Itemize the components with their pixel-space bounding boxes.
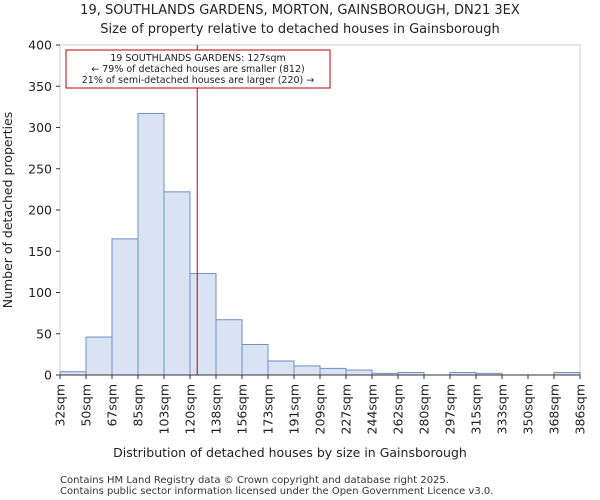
- y-tick-label: 100: [28, 285, 52, 300]
- x-tick-label: 50sqm: [79, 384, 94, 427]
- annotation-line3: 21% of semi-detached houses are larger (…: [82, 75, 315, 86]
- annotation-line2: ← 79% of detached houses are smaller (81…: [91, 64, 304, 75]
- y-tick-label: 50: [36, 326, 52, 341]
- bar: [345, 369, 373, 376]
- y-tick-label: 150: [28, 244, 52, 259]
- bar: [215, 319, 243, 376]
- footer-line2: Contains public sector information licen…: [60, 486, 493, 497]
- y-tick-label: 300: [28, 120, 52, 135]
- x-axis: 32sqm 50sqm 67sqm 85sqm 103sqm 120sqm 138sqm 15…: [53, 374, 588, 434]
- x-tick-label: 32sqm: [53, 384, 68, 427]
- x-tick-label: 227sqm: [339, 384, 354, 434]
- annotation-box: 19 SOUTHLANDS GARDENS: 127sqm ← 79% of d…: [65, 49, 331, 89]
- bar: [241, 343, 269, 376]
- x-tick-label: 297sqm: [443, 384, 458, 434]
- y-axis: 0 50 100 150 200 250 300 350 400: [28, 38, 60, 383]
- x-axis-label: Distribution of detached houses by size …: [113, 445, 467, 460]
- x-tick-label: 315sqm: [469, 384, 484, 434]
- bar: [163, 191, 191, 376]
- bar: [319, 367, 347, 376]
- y-tick-label: 400: [28, 38, 52, 53]
- y-tick-label: 250: [28, 161, 52, 176]
- bar: [111, 238, 139, 376]
- x-tick-label: 262sqm: [391, 384, 406, 434]
- x-tick-label: 120sqm: [183, 384, 198, 434]
- x-tick-label: 103sqm: [157, 384, 172, 434]
- bar: [137, 112, 165, 376]
- x-tick-label: 368sqm: [547, 384, 562, 434]
- x-tick-label: 333sqm: [495, 384, 510, 434]
- x-tick-label: 280sqm: [417, 384, 432, 434]
- y-tick-label: 0: [44, 368, 52, 383]
- x-tick-label: 209sqm: [313, 384, 328, 434]
- x-tick-label: 85sqm: [131, 384, 146, 427]
- x-tick-label: 173sqm: [261, 384, 276, 434]
- chart-title-line2: Size of property relative to detached ho…: [100, 22, 499, 37]
- x-tick-label: 244sqm: [365, 384, 380, 434]
- y-tick-label: 350: [28, 79, 52, 94]
- x-tick-label: 138sqm: [209, 384, 224, 434]
- y-tick-label: 200: [28, 203, 52, 218]
- x-tick-label: 386sqm: [573, 384, 588, 434]
- footer-line1: Contains HM Land Registry data © Crown c…: [60, 475, 449, 486]
- bar: [189, 273, 217, 376]
- bar: [293, 365, 321, 376]
- annotation-line1: 19 SOUTHLANDS GARDENS: 127sqm: [110, 53, 286, 64]
- x-tick-label: 191sqm: [287, 384, 302, 434]
- annotation-frame: [65, 49, 331, 89]
- bars: [59, 112, 581, 376]
- chart-title-line1: 19, SOUTHLANDS GARDENS, MORTON, GAINSBOR…: [80, 3, 520, 18]
- x-tick-label: 67sqm: [105, 384, 120, 427]
- bar: [267, 360, 295, 376]
- x-tick-label: 350sqm: [521, 384, 536, 434]
- y-axis-label: Number of detached properties: [0, 112, 15, 309]
- x-tick-label: 156sqm: [235, 384, 250, 434]
- bar: [85, 336, 113, 376]
